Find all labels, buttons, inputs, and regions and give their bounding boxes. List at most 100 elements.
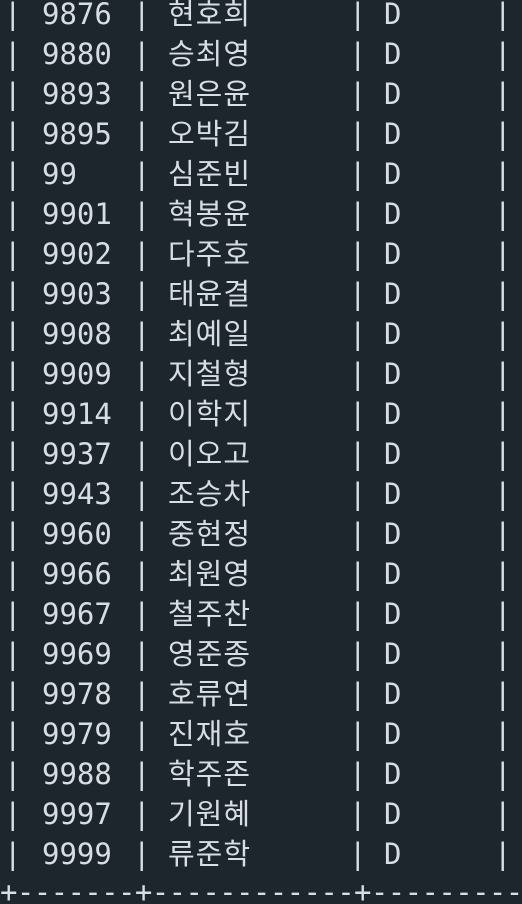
column-separator: | xyxy=(133,237,151,271)
table-row: | 9960 | 중현정 | D | xyxy=(0,514,522,554)
row-left-border: | xyxy=(4,717,22,751)
row-grade: D xyxy=(384,157,402,191)
row-right-border: | xyxy=(494,37,512,71)
column-separator: | xyxy=(349,197,367,231)
table-row: | 9895 | 오박김 | D | xyxy=(0,114,522,154)
table-row: | 9978 | 호류연 | D | xyxy=(0,674,522,714)
row-grade: D xyxy=(384,757,402,791)
row-id: 9966 xyxy=(42,557,112,591)
column-separator: | xyxy=(133,0,151,31)
row-id: 9988 xyxy=(42,757,112,791)
table-row: | 9903 | 태윤결 | D | xyxy=(0,274,522,314)
row-right-border: | xyxy=(494,757,512,791)
column-separator: | xyxy=(133,397,151,431)
row-right-border: | xyxy=(494,677,512,711)
column-separator: | xyxy=(349,277,367,311)
column-separator: | xyxy=(349,677,367,711)
table-row: | 9997 | 기원혜 | D | xyxy=(0,794,522,834)
column-separator: | xyxy=(349,437,367,471)
row-left-border: | xyxy=(4,637,22,671)
row-id: 9908 xyxy=(42,317,112,351)
column-separator: | xyxy=(349,0,367,31)
row-right-border: | xyxy=(494,397,512,431)
column-separator: | xyxy=(133,117,151,151)
row-name: 승최영 xyxy=(168,37,252,71)
row-name: 최예일 xyxy=(168,317,252,351)
column-separator: | xyxy=(133,797,151,831)
column-separator: | xyxy=(349,757,367,791)
row-left-border: | xyxy=(4,397,22,431)
row-left-border: | xyxy=(4,477,22,511)
row-left-border: | xyxy=(4,317,22,351)
table-bottom-border: +-------+------------+---------+ xyxy=(0,875,522,904)
row-right-border: | xyxy=(494,357,512,391)
row-grade: D xyxy=(384,437,402,471)
row-right-border: | xyxy=(494,157,512,191)
column-separator: | xyxy=(349,717,367,751)
row-left-border: | xyxy=(4,237,22,271)
table-row: | 9876 | 현호희 | D | xyxy=(0,0,522,34)
table-row: | 9908 | 최예일 | D | xyxy=(0,314,522,354)
row-grade: D xyxy=(384,717,402,751)
row-name: 기원혜 xyxy=(168,797,252,831)
row-name: 이학지 xyxy=(168,397,252,431)
row-left-border: | xyxy=(4,277,22,311)
column-separator: | xyxy=(133,357,151,391)
column-separator: | xyxy=(349,637,367,671)
row-id: 9943 xyxy=(42,477,112,511)
column-separator: | xyxy=(349,157,367,191)
table-row: | 9937 | 이오고 | D | xyxy=(0,434,522,474)
column-separator: | xyxy=(349,797,367,831)
table-row: | 9979 | 진재호 | D | xyxy=(0,714,522,754)
row-id: 9895 xyxy=(42,117,112,151)
row-right-border: | xyxy=(494,437,512,471)
row-id: 9901 xyxy=(42,197,112,231)
row-name: 진재호 xyxy=(168,717,252,751)
row-left-border: | xyxy=(4,77,22,111)
column-separator: | xyxy=(349,477,367,511)
row-left-border: | xyxy=(4,357,22,391)
row-right-border: | xyxy=(494,277,512,311)
row-right-border: | xyxy=(494,837,512,871)
table-row: | 9901 | 혁봉윤 | D | xyxy=(0,194,522,234)
column-separator: | xyxy=(133,717,151,751)
row-id: 9979 xyxy=(42,717,112,751)
row-name: 학주존 xyxy=(168,757,252,791)
row-name: 혁봉윤 xyxy=(168,197,252,231)
column-separator: | xyxy=(349,117,367,151)
row-name: 태윤결 xyxy=(168,277,252,311)
column-separator: | xyxy=(133,437,151,471)
row-grade: D xyxy=(384,197,402,231)
column-separator: | xyxy=(133,757,151,791)
row-left-border: | xyxy=(4,197,22,231)
column-separator: | xyxy=(349,397,367,431)
column-separator: | xyxy=(133,77,151,111)
row-name: 류준학 xyxy=(168,837,252,871)
row-grade: D xyxy=(384,597,402,631)
column-separator: | xyxy=(133,837,151,871)
row-left-border: | xyxy=(4,37,22,71)
column-separator: | xyxy=(349,517,367,551)
row-id: 9909 xyxy=(42,357,112,391)
row-id: 9903 xyxy=(42,277,112,311)
row-left-border: | xyxy=(4,597,22,631)
row-right-border: | xyxy=(494,237,512,271)
row-left-border: | xyxy=(4,797,22,831)
row-right-border: | xyxy=(494,477,512,511)
row-name: 심준빈 xyxy=(168,157,252,191)
row-name: 원은윤 xyxy=(168,77,252,111)
row-grade: D xyxy=(384,0,402,31)
column-separator: | xyxy=(133,517,151,551)
table-row: | 9943 | 조승차 | D | xyxy=(0,474,522,514)
column-separator: | xyxy=(349,317,367,351)
row-name: 영준종 xyxy=(168,637,252,671)
row-grade: D xyxy=(384,517,402,551)
row-left-border: | xyxy=(4,0,22,31)
row-left-border: | xyxy=(4,557,22,591)
row-grade: D xyxy=(384,637,402,671)
row-name: 현호희 xyxy=(168,0,252,31)
row-right-border: | xyxy=(494,557,512,591)
table-row: | 9969 | 영준종 | D | xyxy=(0,634,522,674)
table-row: | 9880 | 승최영 | D | xyxy=(0,34,522,74)
